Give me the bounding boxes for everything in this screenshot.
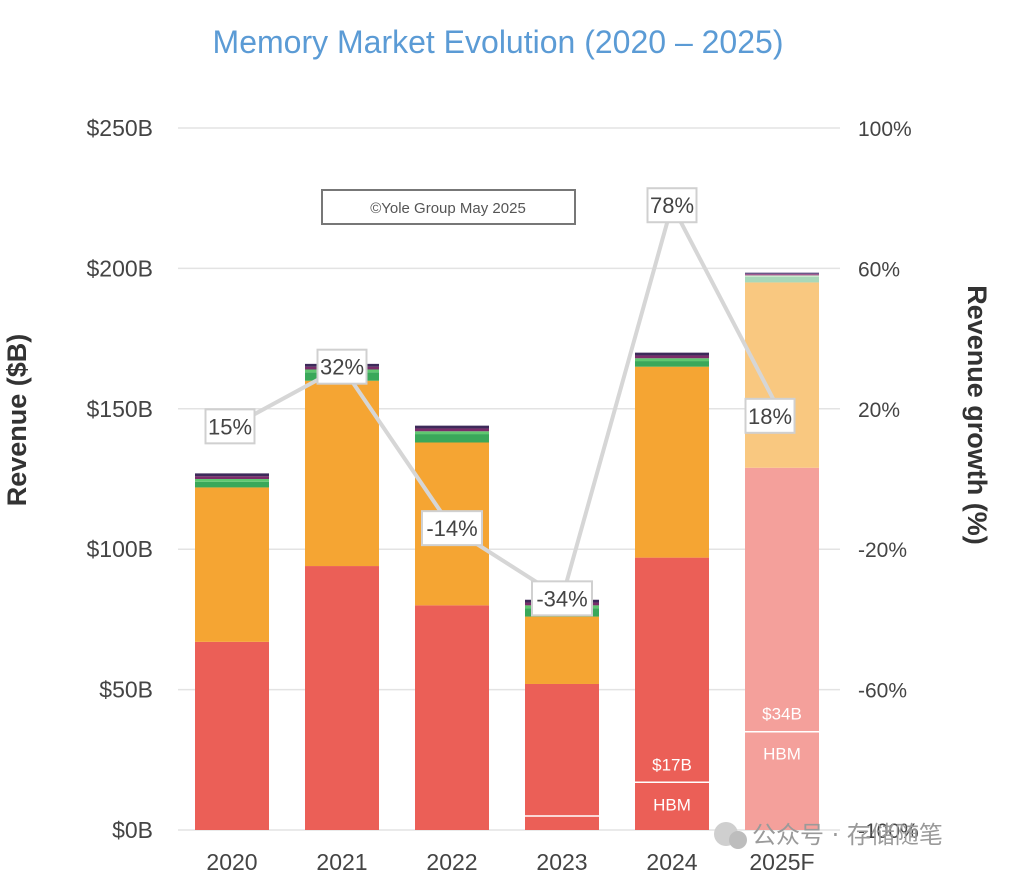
bar-segment-other-2 — [415, 431, 489, 435]
bar-segment-other-1 — [415, 434, 489, 443]
y2-tick-label: -20% — [858, 539, 907, 562]
y-tick-label: $250B — [86, 115, 153, 141]
bar-segment-other-1 — [635, 361, 709, 367]
hbm-tag-label: HBM — [763, 745, 801, 764]
y-tick-label: $200B — [86, 255, 153, 281]
x-tick-label: 2022 — [426, 849, 477, 875]
growth-line: 15% 32% -14% -34% 78% 18% — [204, 187, 796, 617]
y2-tick-label: 60% — [858, 258, 900, 281]
watermark-text: 公众号 · 存储随笔 — [752, 821, 943, 849]
growth-point-box — [646, 187, 698, 224]
x-tick-label: 2023 — [536, 849, 587, 875]
bar-segment-other-4 — [195, 473, 269, 477]
x-tick-label: 2024 — [646, 849, 697, 875]
y2-axis-ticks: -100% -60% -20% 20% 60% 100% — [858, 118, 919, 843]
growth-point-box — [204, 408, 256, 445]
x-tick-label: 2025F — [749, 849, 814, 875]
growth-point-label: 15% — [208, 414, 252, 439]
hbm-marks: $17B HBM $34B HBM — [525, 705, 819, 817]
growth-point-box — [531, 580, 593, 617]
growth-point-box — [316, 348, 368, 385]
bar-segment-other-4 — [745, 272, 819, 275]
bar-segment-dram — [745, 467, 819, 830]
bar-segment-nand — [195, 487, 269, 642]
growth-point-box — [744, 397, 796, 434]
growth-point-label: 18% — [748, 404, 792, 429]
bar-segment-other-1 — [195, 481, 269, 488]
watermark: 公众号 · 存储随笔 — [714, 821, 943, 849]
growth-point-label: 78% — [650, 193, 694, 218]
bar-segment-dram — [195, 641, 269, 830]
y-axis-label: Revenue ($B) — [2, 334, 32, 507]
y-tick-label: $50B — [99, 677, 153, 703]
copyright-text: ©Yole Group May 2025 — [370, 200, 526, 217]
bar-segment-other-3 — [635, 355, 709, 359]
y2-tick-label: -60% — [858, 680, 907, 703]
bar-segment-nand — [635, 366, 709, 558]
hbm-value-label: $17B — [652, 755, 692, 774]
chart-title: Memory Market Evolution (2020 – 2025) — [213, 24, 784, 60]
bar-segment-other-2 — [635, 358, 709, 362]
bar-segment-other-2 — [745, 275, 819, 277]
bar-segment-other-4 — [635, 352, 709, 356]
bar-segment-other-4 — [415, 425, 489, 429]
x-tick-label: 2020 — [206, 849, 257, 875]
bar-segment-other-2 — [195, 479, 269, 482]
hbm-tag-label: HBM — [653, 795, 691, 814]
y2-axis-label: Revenue growth (%) — [962, 285, 992, 545]
bar-segment-dram — [415, 605, 489, 830]
y2-tick-label: 20% — [858, 399, 900, 422]
x-tick-label: 2021 — [316, 849, 367, 875]
gridlines — [178, 127, 840, 831]
bar-segment-nand — [305, 380, 379, 567]
growth-point-label: -14% — [426, 516, 477, 541]
y2-tick-label: -100% — [858, 820, 919, 843]
y2-tick-label: 100% — [858, 118, 912, 141]
bar-segment-other-3 — [415, 428, 489, 432]
bars — [195, 272, 819, 830]
growth-point-label: -34% — [536, 586, 587, 611]
y-tick-label: $150B — [86, 396, 153, 422]
bar-segment-dram — [305, 566, 379, 830]
bar-segment-other-3 — [745, 274, 819, 276]
y-tick-label: $0B — [112, 817, 153, 843]
growth-point-label: 32% — [320, 355, 364, 380]
bar-segment-nand — [525, 616, 599, 684]
growth-point-box — [421, 510, 483, 547]
copyright-box: ©Yole Group May 2025 — [321, 189, 576, 225]
y-axis-ticks: $0B $50B $100B $150B $200B $250B — [86, 115, 153, 843]
x-axis-ticks: 2020 2021 2022 2023 2024 2025F — [206, 849, 814, 875]
bar-segment-nand — [745, 282, 819, 468]
bar-segment-dram — [635, 557, 709, 830]
bar-segment-other-1 — [745, 276, 819, 283]
bar-segment-other-3 — [195, 476, 269, 479]
hbm-value-label: $34B — [762, 705, 802, 724]
y-tick-label: $100B — [86, 536, 153, 562]
bar-segment-dram — [525, 683, 599, 830]
